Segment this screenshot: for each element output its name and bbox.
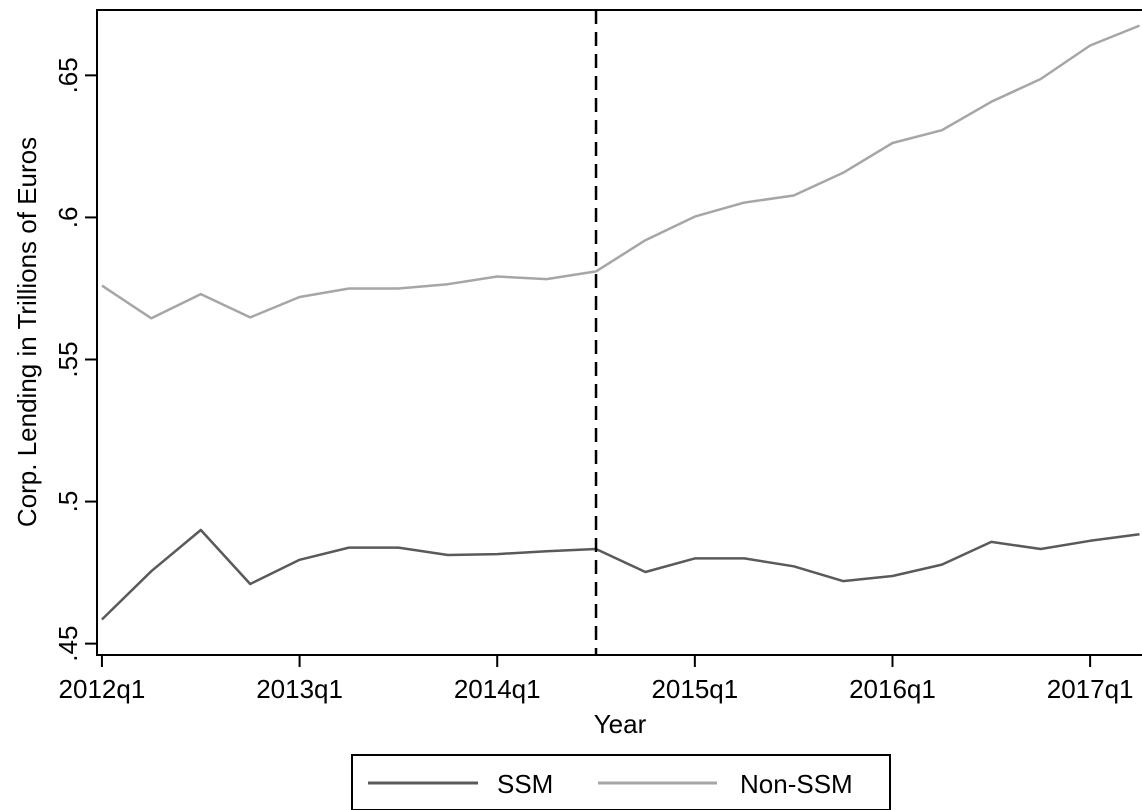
data-point-ssm [497,554,498,555]
y-ticks: .45 .5 .55 .6 .65 [53,57,97,662]
data-point-non-ssm [941,130,942,131]
data-point-ssm [694,558,695,559]
data-point-non-ssm [101,285,102,286]
x-tick-label: 2015q1 [651,674,738,704]
legend-label-non-ssm: Non-SSM [740,769,853,799]
data-point-ssm [941,564,942,565]
x-axis-title: Year [594,709,647,739]
legend-label-ssm: SSM [497,769,553,799]
data-point-non-ssm [645,240,646,241]
x-tick-label: 2016q1 [849,674,936,704]
series-layer [101,24,1140,621]
data-point-ssm [398,547,399,548]
data-point-non-ssm [991,101,992,102]
data-point-non-ssm [843,172,844,173]
data-point-non-ssm [892,142,893,143]
data-point-ssm [447,554,448,555]
data-point-non-ssm [348,288,349,289]
x-ticks: 2012q1 2013q1 2014q1 2015q1 2016q1 2017q1 [59,655,1134,704]
data-point-non-ssm [694,216,695,217]
series-line-non-ssm [101,24,1140,320]
data-point-ssm [1090,540,1091,541]
data-point-ssm [348,547,349,548]
data-point-non-ssm [299,296,300,297]
data-point-non-ssm [200,294,201,295]
data-point-non-ssm [744,202,745,203]
data-point-ssm [101,619,102,620]
plot-area: .45.5.55.6.65 2012q1 2013q1 2014q1 2015q1 20… [53,9,1142,704]
x-tick-label: 2012q1 [59,674,146,704]
data-point-ssm [151,571,152,572]
series-line-ssm [101,528,1140,621]
data-point-ssm [892,576,893,577]
data-point-ssm [1139,534,1140,535]
x-tick-label: 2017q1 [1047,674,1134,704]
data-point-ssm [793,566,794,567]
legend: SSM Non-SSM [351,754,891,810]
data-point-non-ssm [1090,45,1091,46]
data-point-ssm [744,558,745,559]
data-point-ssm [991,541,992,542]
data-point-ssm [843,581,844,582]
data-point-ssm [299,559,300,560]
data-point-non-ssm [497,276,498,277]
y-tick-label: .65 [53,57,83,93]
data-point-ssm [1040,549,1041,550]
data-point-non-ssm [398,288,399,289]
data-point-ssm [250,583,251,584]
data-point-non-ssm [250,317,251,318]
data-point-non-ssm [1040,79,1041,80]
data-point-ssm [200,529,201,530]
data-point-non-ssm [151,318,152,319]
y-axis-title: Corp. Lending in Trillions of Euros [12,137,42,527]
x-tick-label: 2013q1 [256,674,343,704]
y-tick-label: .45 [53,626,83,662]
y-tick-label: .55 [53,341,83,377]
data-point-non-ssm [546,279,547,280]
data-point-ssm [546,551,547,552]
data-point-ssm [645,572,646,573]
data-point-non-ssm [596,271,597,272]
y-tick-label: .6 [53,207,83,229]
data-point-non-ssm [447,284,448,285]
data-point-non-ssm [1139,25,1140,26]
y-tick-label: .5 [53,491,83,513]
x-tick-label: 2014q1 [454,674,541,704]
data-point-non-ssm [793,195,794,196]
